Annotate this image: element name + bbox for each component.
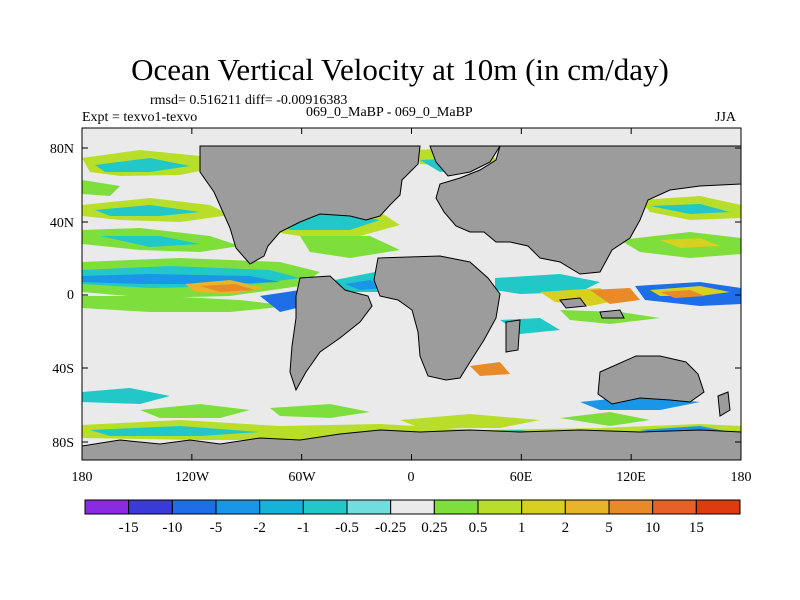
land-south-america [289, 275, 373, 392]
colorbar-label: 1 [518, 520, 526, 536]
lon-tick-0: 0 [408, 470, 415, 485]
colorbar-box [259, 499, 304, 515]
land-eurasia [435, 145, 741, 275]
experiment-label: Expt = texvo1-texvo [82, 110, 198, 125]
colorbar-label: -5 [210, 520, 223, 536]
land-new-zealand [717, 391, 731, 417]
colorbar-box [390, 499, 435, 515]
colorbar-box [477, 499, 523, 515]
colorbar-label: -2 [253, 520, 266, 536]
lon-tick-180w: 180 [72, 470, 93, 485]
colorbar-box [652, 499, 697, 515]
lat-tick-80n: 80N [50, 142, 74, 157]
colorbar-label: -0.5 [335, 520, 359, 536]
season-label: JJA [715, 110, 737, 125]
lon-axis: 180 120W 60W 0 60E 120E 180 [72, 470, 752, 485]
lat-tick-80s: 80S [52, 436, 74, 451]
colorbar-box [608, 499, 654, 515]
rmsd-label: rmsd= [150, 93, 186, 108]
colorbar-label: 5 [605, 520, 613, 536]
map-panel [82, 128, 741, 460]
lon-tick-60w: 60W [288, 470, 316, 485]
lon-tick-60e: 60E [510, 470, 533, 485]
colorbar-box [128, 499, 173, 515]
colorbar-label: -15 [119, 520, 139, 536]
lat-tick-40n: 40N [50, 216, 74, 231]
colorbar-box [564, 499, 610, 515]
colorbar-label: 2 [562, 520, 570, 536]
map-title: Ocean Vertical Velocity at 10m (in cm/da… [131, 52, 669, 87]
diff-label: diff= [244, 93, 273, 108]
colorbar-label: 0.25 [421, 520, 447, 536]
land-indonesia [559, 297, 625, 319]
lat-tick-0: 0 [67, 288, 74, 303]
lon-tick-120e: 120E [616, 470, 646, 485]
colorbar-label: -1 [297, 520, 310, 536]
colorbar: -15 -10 -5 -2 -1 -0.5 -0.25 0.25 0.5 1 2 5 10 15 [84, 499, 741, 536]
colorbar-box [302, 499, 348, 515]
colorbar-box [433, 499, 479, 515]
colorbar-box [171, 499, 217, 515]
colorbar-label: 0.5 [469, 520, 488, 536]
lon-tick-120w: 120W [175, 470, 210, 485]
land-masses [82, 145, 741, 460]
land-africa [373, 255, 501, 381]
colorbar-box [215, 499, 261, 515]
land-madagascar [505, 319, 521, 353]
land-antarctica [82, 429, 741, 460]
lon-tick-180e: 180 [731, 470, 752, 485]
colorbar-box [84, 499, 130, 515]
case-label: 069_0_MaBP - 069_0_MaBP [306, 105, 473, 120]
colorbar-box [521, 499, 566, 515]
colorbar-label: 10 [645, 520, 660, 536]
colorbar-box [346, 499, 392, 515]
diff-value: -0.00916383 [276, 93, 348, 108]
colorbar-label: -0.25 [375, 520, 406, 536]
lat-axis: 80N 40N 0 40S 80S [50, 142, 74, 451]
land-north-america [199, 145, 421, 265]
land-australia [597, 355, 705, 405]
colorbar-label: 15 [689, 520, 704, 536]
colorbar-box [695, 499, 741, 515]
tick-marks [81, 128, 742, 460]
rmsd-value: 0.516211 [189, 93, 242, 108]
rmsd-stats: rmsd= 0.516211 diff= -0.00916383 [150, 93, 347, 109]
lat-tick-40s: 40S [52, 362, 74, 377]
colorbar-label: -10 [162, 520, 182, 536]
